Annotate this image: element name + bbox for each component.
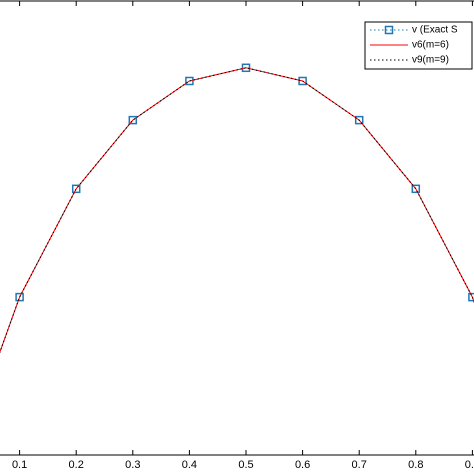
marker xyxy=(71,184,81,194)
series-line xyxy=(0,67,474,354)
marker xyxy=(468,292,474,302)
marker xyxy=(411,184,421,194)
series-line xyxy=(0,67,474,354)
x-tick-label: 0.5 xyxy=(238,459,253,471)
series-line xyxy=(0,67,474,354)
x-tick-label: 0.4 xyxy=(182,459,197,471)
x-tick-label: 0.9 xyxy=(465,459,474,471)
x-tick-label: 0.7 xyxy=(352,459,367,471)
x-tick-label: 0.3 xyxy=(125,459,140,471)
x-tick-label: 0.2 xyxy=(69,459,84,471)
marker xyxy=(354,115,364,125)
marker xyxy=(241,63,251,73)
x-tick-label: 0.6 xyxy=(295,459,310,471)
marker xyxy=(185,76,194,86)
marker xyxy=(298,76,307,86)
marker xyxy=(128,115,138,125)
legend-label: v6(m=6) xyxy=(412,40,449,51)
marker xyxy=(15,292,24,302)
legend-label: v (Exact S xyxy=(412,25,458,36)
legend-label: v9(m=9) xyxy=(412,55,449,66)
legend-marker xyxy=(384,25,394,35)
x-tick-label: 0.8 xyxy=(408,459,423,471)
x-tick-label: 0.1 xyxy=(12,459,27,471)
